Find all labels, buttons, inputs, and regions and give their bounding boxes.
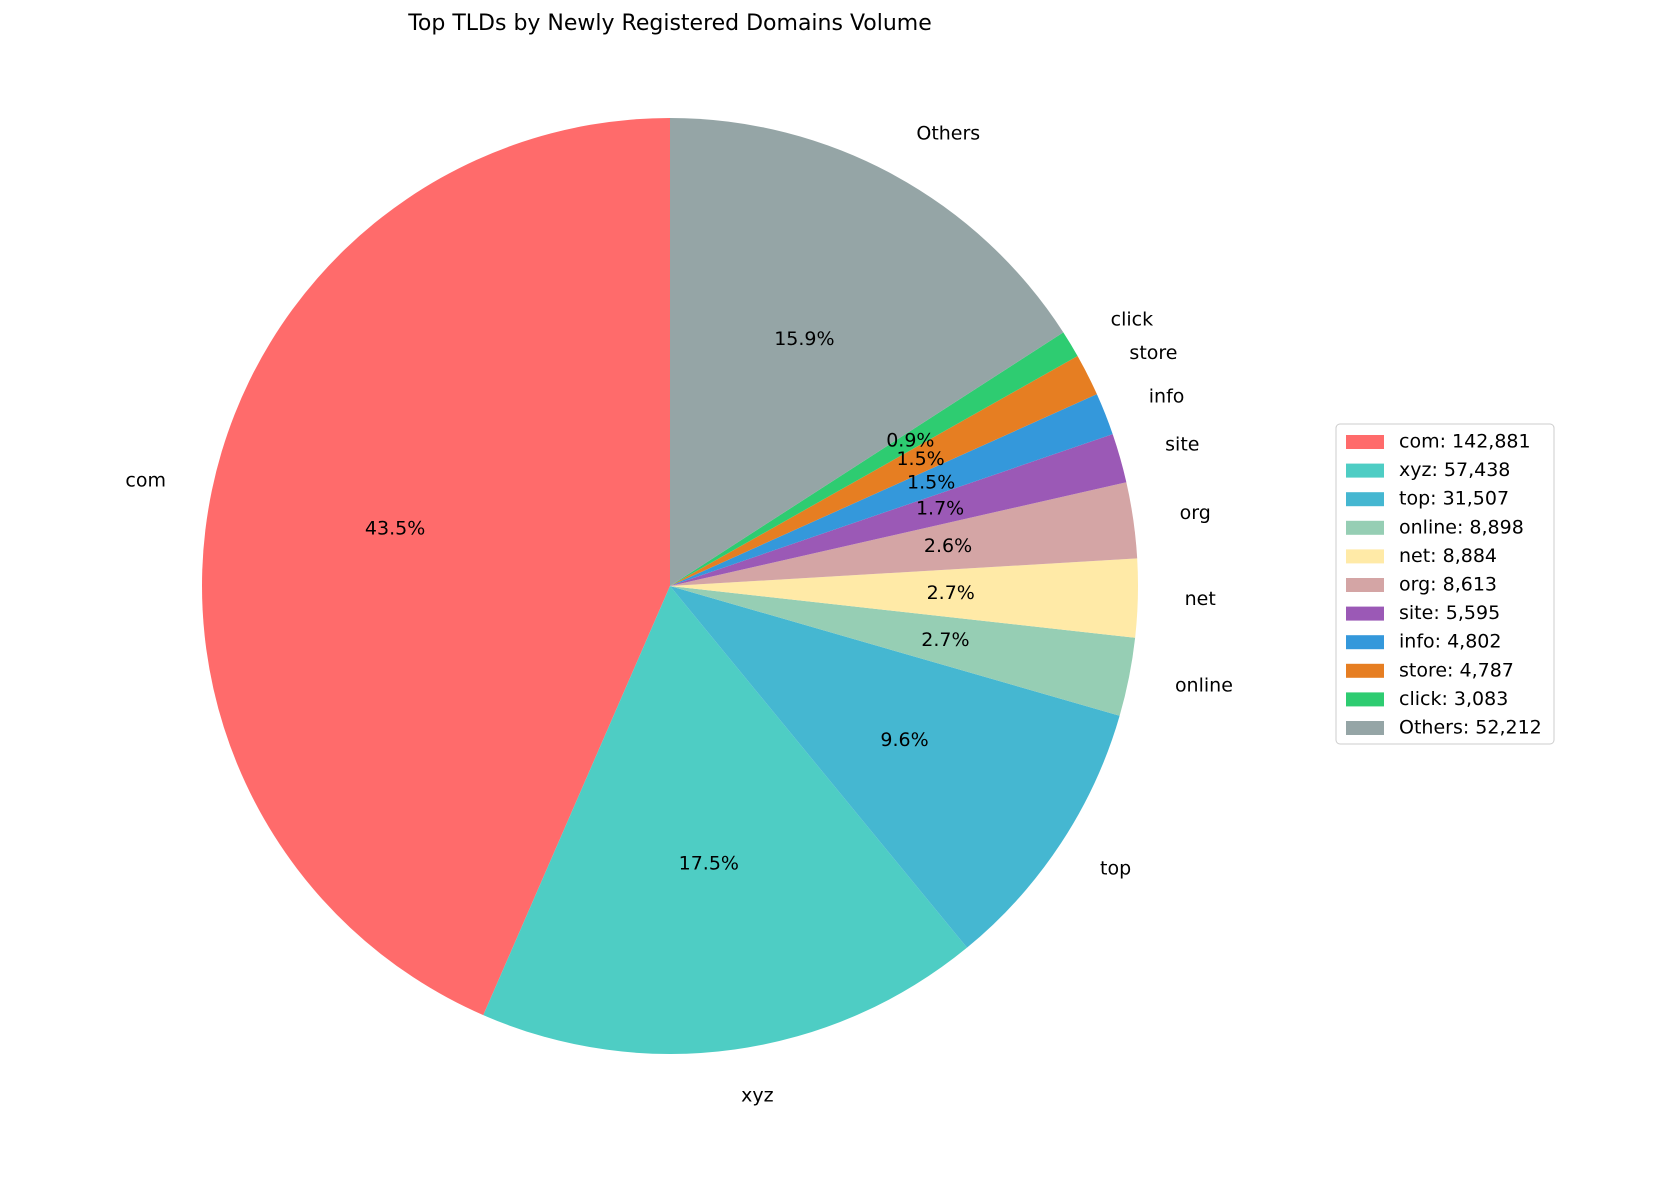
legend-label: online: 8,898 bbox=[1399, 516, 1524, 538]
percent-label: 43.5% bbox=[365, 517, 425, 539]
pie-slice bbox=[670, 558, 1139, 638]
pie-slice bbox=[483, 586, 968, 1054]
slice-label: Others bbox=[916, 122, 980, 144]
percent-label: 2.7% bbox=[921, 629, 969, 651]
slice-label: xyz bbox=[741, 1084, 773, 1106]
pie-slice bbox=[670, 586, 1136, 716]
slice-label: info bbox=[1149, 385, 1185, 407]
legend-swatch bbox=[1346, 435, 1384, 449]
slice-label: store bbox=[1129, 342, 1177, 364]
percent-label: 2.7% bbox=[927, 582, 975, 604]
pie-slice bbox=[670, 434, 1127, 586]
slice-label: net bbox=[1185, 588, 1216, 610]
percent-label: 15.9% bbox=[774, 328, 834, 350]
pie-slice bbox=[670, 586, 1120, 948]
legend-label: info: 4,802 bbox=[1399, 631, 1501, 653]
legend-swatch bbox=[1346, 721, 1384, 735]
chart-title: Top TLDs by Newly Registered Domains Vol… bbox=[407, 11, 932, 36]
legend-label: site: 5,595 bbox=[1399, 602, 1500, 624]
legend-swatch bbox=[1346, 606, 1384, 621]
legend-swatch bbox=[1346, 520, 1384, 535]
legend-label: net: 8,884 bbox=[1399, 545, 1497, 567]
pie-slice bbox=[670, 394, 1113, 586]
slice-label: com bbox=[125, 470, 166, 492]
slice-label: org bbox=[1180, 502, 1211, 524]
slice-label: site bbox=[1165, 434, 1199, 456]
legend-swatch bbox=[1346, 463, 1384, 478]
legend-swatch bbox=[1346, 549, 1384, 564]
pie-slice bbox=[670, 355, 1097, 586]
percent-label: 1.5% bbox=[907, 471, 955, 493]
legend-label: Others: 52,212 bbox=[1399, 717, 1542, 739]
percent-label: 17.5% bbox=[679, 853, 739, 875]
percent-label: 0.9% bbox=[886, 429, 934, 451]
pie bbox=[201, 118, 1139, 1054]
percent-label: 2.6% bbox=[924, 535, 972, 557]
legend-label: org: 8,613 bbox=[1399, 574, 1497, 596]
legend-swatch bbox=[1346, 635, 1384, 650]
percent-label: 9.6% bbox=[880, 729, 928, 751]
legend-label: click: 3,083 bbox=[1399, 688, 1508, 710]
pie-slice bbox=[670, 482, 1138, 586]
legend-label: top: 31,507 bbox=[1399, 488, 1509, 510]
legend-swatch bbox=[1346, 692, 1384, 707]
legend-swatch bbox=[1346, 578, 1384, 592]
pie-slice bbox=[670, 118, 1064, 586]
legend-label: com: 142,881 bbox=[1399, 431, 1531, 453]
legend: com: 142,881 xyz: 57,438 top: 31,507 online… bbox=[1346, 431, 1542, 739]
pie-slice bbox=[670, 332, 1078, 586]
legend-label: store: 4,787 bbox=[1399, 659, 1514, 681]
slice-label: click bbox=[1111, 308, 1153, 330]
slice-label: online bbox=[1175, 675, 1233, 697]
legend-swatch bbox=[1346, 492, 1384, 507]
legend-label: xyz: 57,438 bbox=[1399, 459, 1510, 481]
pie-labels: com 43.5% xyz 17.5% top 9.6% online 2.7% net 2.7%… bbox=[125, 122, 1233, 1106]
legend-box bbox=[1335, 423, 1555, 745]
percent-label: 1.7% bbox=[916, 498, 964, 520]
percent-label: 1.5% bbox=[896, 448, 944, 470]
pie-slice bbox=[201, 118, 670, 1016]
legend-swatch bbox=[1346, 663, 1384, 678]
slice-label: top bbox=[1100, 858, 1131, 880]
